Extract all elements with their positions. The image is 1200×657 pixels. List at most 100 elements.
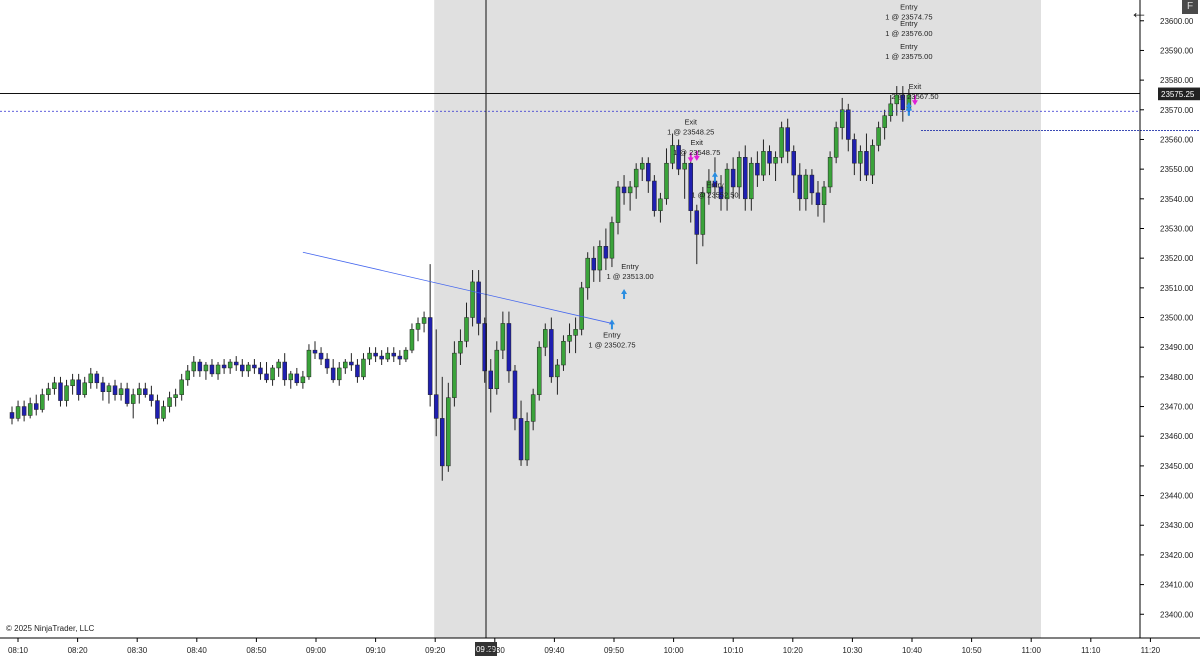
candle-body [682,162,687,170]
trade-type-label: Entry [900,3,918,12]
candle-body [724,168,730,200]
candle-body [876,127,881,146]
candle [664,148,669,205]
candle-body [427,317,433,395]
candle-body [240,364,245,372]
candle [294,367,300,386]
candle-body [58,382,63,401]
candle-body [555,364,560,378]
candle [555,359,560,395]
trade-type-label: Entry [603,330,621,339]
candle-body [191,361,197,372]
time-tick-label: 09:30 [485,646,506,655]
candle [512,364,518,431]
candle [658,192,663,223]
candle-body [318,352,324,360]
candle [579,281,584,336]
trade-detail-label: 1 @ 23574.75 [885,13,932,22]
candle-body [670,145,675,164]
candle [221,359,227,374]
candle-body [809,174,815,194]
candlestick-series [9,86,912,481]
last-price-label: 23575.25 [1161,90,1195,99]
candle-body [233,361,239,366]
candle [839,97,845,140]
price-tick-label: 23460.00 [1160,432,1194,441]
candle-body [70,379,75,387]
candle-body [549,329,554,378]
candle [767,145,772,176]
candle-body [664,162,669,200]
trade-type-label: Entry [900,42,918,51]
candle [282,353,287,386]
candle [730,157,736,199]
candle-body [815,192,821,206]
session-highlight [434,0,1041,638]
candle-body [827,157,833,188]
candle-body [185,370,190,381]
candle [524,412,530,466]
candle [706,169,712,205]
candle [803,169,809,211]
price-tick-label: 23510.00 [1160,284,1194,293]
candle-body [155,400,160,419]
candle-body [482,323,487,372]
candle-body [833,127,839,158]
candle [252,359,257,374]
candle [88,367,94,389]
candle-body [9,412,15,419]
candle [464,302,469,348]
candle-body [470,281,475,318]
candle-body [591,257,597,271]
candle [633,163,639,199]
candle [652,175,657,217]
time-tick-label: 08:10 [8,646,29,655]
candle-body [858,151,863,164]
candle [21,400,27,422]
time-tick-label: 11:20 [1141,646,1161,655]
candle-body [652,180,657,211]
candle-body [336,367,342,381]
candle-body [803,174,809,200]
candle [161,400,166,422]
candle [76,373,81,401]
candle [300,370,306,389]
candle-body [676,145,681,170]
candle [100,376,106,401]
candle [409,323,415,354]
time-axis: 08:10 08:20 08:30 08:40 08:50 09:00 09:10 09:20… [0,637,1200,655]
candle [815,181,821,217]
candle [785,118,790,164]
price-tick-label: 23440.00 [1160,492,1194,501]
candle-body [276,361,281,369]
candle-body [852,139,857,164]
candle-body [488,370,493,389]
candle [900,86,906,122]
trade-detail-label: 1 @ 23513.00 [606,272,653,281]
candle [567,323,572,354]
candle [246,362,251,377]
candle [779,121,784,164]
trade-type-label: Exit [684,117,697,126]
candle-body [688,162,693,211]
candle [506,311,512,383]
candle-body [530,394,536,422]
candle-body [755,162,760,176]
candle [536,341,542,401]
candle-body [476,281,481,324]
candle-body [294,373,300,384]
candle [191,356,197,377]
time-tick-label: 10:50 [962,646,983,655]
candle [603,228,609,271]
candle [585,252,590,300]
f-button[interactable]: F [1182,0,1198,14]
candle [724,163,730,211]
back-arrow-icon[interactable]: ← [1130,2,1148,22]
candle [367,347,372,365]
candle [736,151,742,199]
candle-body [573,329,578,336]
